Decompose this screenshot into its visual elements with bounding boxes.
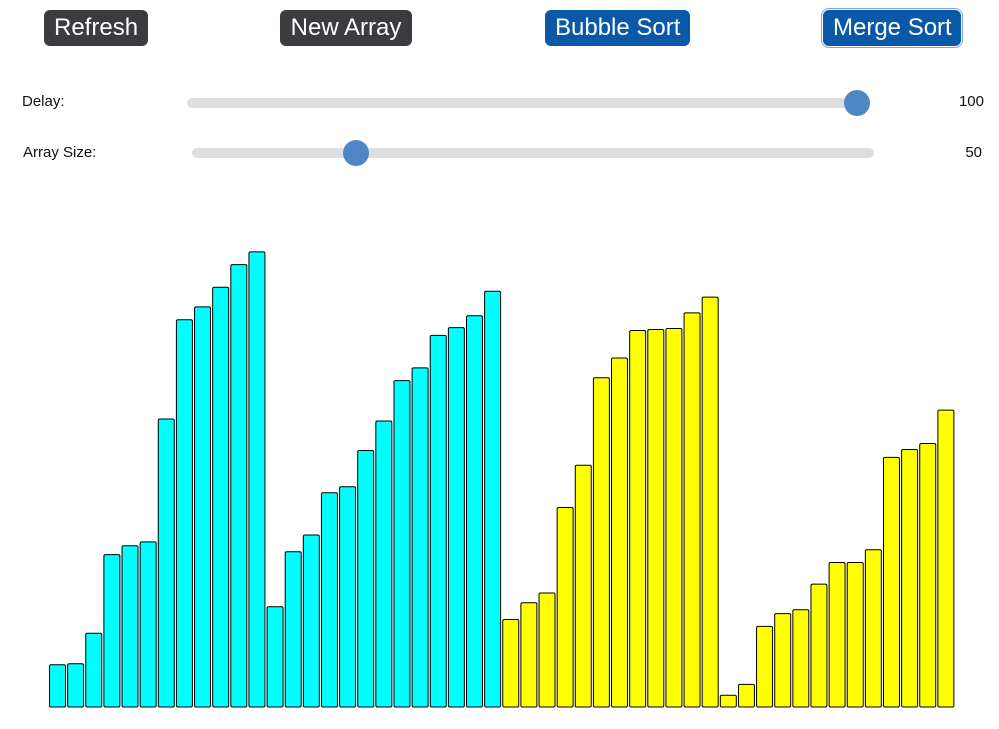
array-bar [175, 319, 193, 708]
array-bar [85, 632, 103, 708]
array-size-slider[interactable] [192, 140, 874, 166]
array-bar [447, 327, 465, 708]
array-size-value: 50 [965, 144, 982, 161]
array-bar [647, 329, 665, 708]
delay-label: Delay: [22, 93, 65, 110]
array-bar [665, 328, 683, 708]
array-bar [538, 592, 556, 708]
array-bar [792, 609, 810, 708]
array-bar [737, 683, 755, 708]
array-bar [230, 264, 248, 708]
array-bar [864, 549, 882, 708]
array-bar [520, 602, 538, 708]
array-bar [882, 456, 900, 708]
array-bar [611, 357, 629, 708]
array-bar [846, 562, 864, 708]
array-bar [556, 506, 574, 708]
delay-slider[interactable] [187, 90, 870, 116]
array-bar [248, 251, 266, 708]
array-bar [502, 619, 520, 708]
array-bar [67, 663, 85, 708]
array-bar [121, 545, 139, 708]
array-bar [484, 290, 502, 708]
array-bar [629, 330, 647, 708]
array-bar [357, 449, 375, 708]
array-bar [756, 625, 774, 708]
array-bar [49, 664, 66, 708]
delay-slider-thumb[interactable] [844, 90, 870, 116]
array-bar [719, 694, 737, 708]
array-bar [683, 312, 701, 708]
new-array-button[interactable]: New Array [280, 10, 412, 46]
array-bar [320, 492, 338, 708]
array-bar [701, 296, 719, 708]
array-bar [339, 486, 357, 708]
array-bar [103, 554, 121, 708]
array-bar [393, 380, 411, 708]
array-bar [937, 409, 955, 708]
array-bar [429, 334, 447, 708]
array-bar [302, 534, 320, 708]
array-bar [901, 448, 919, 708]
array-bar [574, 464, 592, 708]
array-bar [411, 367, 429, 708]
merge-sort-button[interactable]: Merge Sort [821, 8, 963, 48]
delay-value: 100 [958, 93, 984, 110]
array-bar [592, 377, 610, 708]
array-bar [212, 286, 230, 708]
array-bar [828, 562, 846, 708]
array-size-slider-thumb[interactable] [342, 140, 369, 166]
array-bar [139, 541, 157, 708]
array-bar [266, 606, 284, 708]
bubble-sort-button[interactable]: Bubble Sort [545, 10, 690, 46]
array-bar [810, 583, 828, 708]
array-bar [774, 613, 792, 708]
array-bar [194, 306, 212, 708]
array-bar [465, 315, 483, 708]
array-size-label: Array Size: [23, 144, 97, 161]
array-bar [375, 420, 393, 708]
array-bar [284, 551, 302, 708]
array-bar [157, 418, 175, 708]
refresh-button[interactable]: Refresh [44, 10, 148, 46]
array-bar [919, 443, 937, 708]
